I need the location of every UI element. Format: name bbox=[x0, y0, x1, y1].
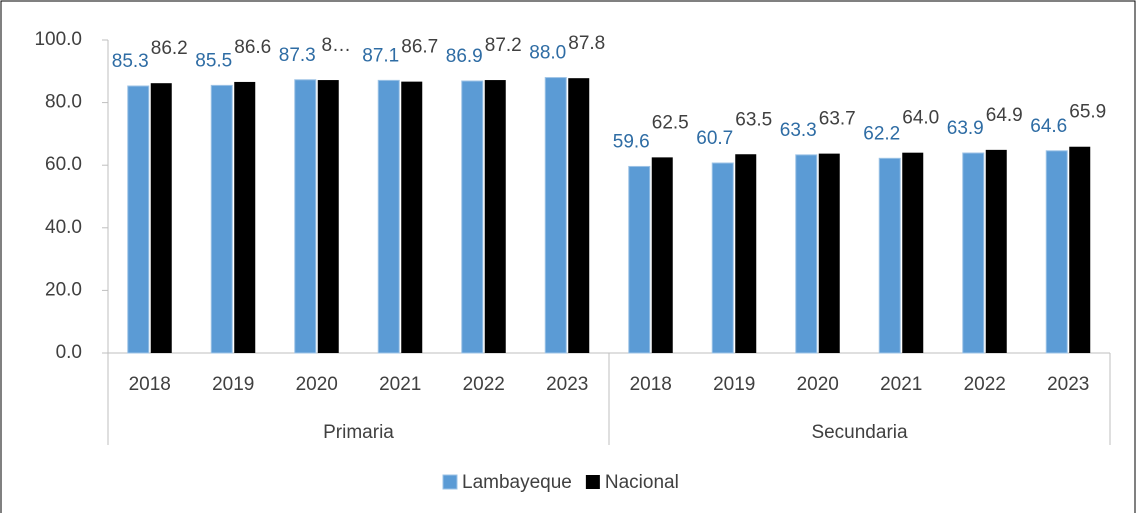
bar bbox=[1069, 146, 1091, 353]
y-tick-label: 0.0 bbox=[56, 342, 82, 363]
bar bbox=[127, 85, 150, 354]
x-tick-label: 2023 bbox=[1047, 374, 1089, 395]
bar bbox=[735, 154, 757, 353]
y-tick-label: 60.0 bbox=[45, 154, 82, 175]
y-tick-label: 100.0 bbox=[34, 29, 82, 50]
data-label: 63.7 bbox=[819, 109, 856, 130]
legend-label: Nacional bbox=[605, 472, 679, 493]
bar bbox=[902, 152, 924, 353]
x-tick-label: 2021 bbox=[880, 374, 922, 395]
bar bbox=[234, 81, 256, 353]
legend-swatch bbox=[442, 474, 458, 490]
data-label: 59.6 bbox=[613, 131, 650, 152]
x-tick-label: 2022 bbox=[463, 374, 505, 395]
bar bbox=[294, 79, 317, 354]
bar bbox=[210, 84, 233, 354]
bar bbox=[377, 79, 400, 354]
data-label: 65.9 bbox=[1069, 102, 1106, 123]
data-label: 64.0 bbox=[902, 108, 939, 129]
legend-swatch bbox=[585, 475, 600, 489]
data-label: 63.3 bbox=[780, 120, 817, 141]
y-tick-label: 80.0 bbox=[45, 92, 82, 113]
x-tick-label: 2022 bbox=[964, 374, 1006, 395]
group-label: Primaria bbox=[323, 422, 394, 443]
data-label: 87.1 bbox=[362, 45, 399, 66]
bar bbox=[818, 153, 840, 353]
bar bbox=[461, 80, 484, 354]
bar bbox=[544, 77, 567, 354]
bar bbox=[985, 149, 1007, 353]
bar bbox=[317, 80, 339, 354]
bar bbox=[150, 83, 172, 353]
data-label: 63.9 bbox=[947, 118, 984, 139]
data-label: 85.3 bbox=[112, 51, 149, 72]
data-label: 62.5 bbox=[652, 112, 689, 133]
data-label: 85.5 bbox=[195, 50, 232, 71]
bar bbox=[711, 162, 734, 354]
group-label: Secundaria bbox=[811, 422, 908, 443]
x-tick-label: 2019 bbox=[713, 374, 755, 395]
bar bbox=[962, 152, 985, 354]
data-label: 86.9 bbox=[446, 46, 483, 67]
data-label: 63.5 bbox=[735, 109, 772, 130]
x-tick-label: 2018 bbox=[129, 374, 171, 395]
x-tick-label: 2020 bbox=[797, 374, 839, 395]
bar bbox=[795, 154, 818, 354]
data-label: 86.6 bbox=[234, 37, 271, 58]
x-tick-label: 2021 bbox=[379, 374, 421, 395]
bar bbox=[628, 165, 651, 354]
bar bbox=[1045, 150, 1068, 354]
data-label: 86.7 bbox=[401, 37, 438, 58]
y-tick-label: 40.0 bbox=[45, 217, 82, 238]
data-label: 87.2 bbox=[485, 35, 522, 56]
bar bbox=[484, 80, 506, 354]
bar bbox=[651, 157, 673, 353]
data-label: 64.9 bbox=[986, 105, 1023, 126]
data-label: 87.3 bbox=[279, 45, 316, 66]
bar bbox=[568, 78, 590, 353]
legend-label: Lambayeque bbox=[462, 472, 572, 493]
x-tick-label: 2019 bbox=[212, 374, 254, 395]
data-label: 64.6 bbox=[1030, 116, 1067, 137]
data-label: 86.2 bbox=[151, 38, 188, 59]
x-tick-label: 2018 bbox=[630, 374, 672, 395]
y-tick-label: 20.0 bbox=[45, 279, 82, 300]
data-label: 62.2 bbox=[863, 123, 900, 144]
data-label: 60.7 bbox=[696, 128, 733, 149]
data-label: 8… bbox=[321, 35, 351, 56]
data-label: 87.8 bbox=[568, 33, 605, 54]
data-label: 88.0 bbox=[529, 43, 566, 64]
bar bbox=[878, 157, 901, 354]
bar bbox=[401, 81, 423, 353]
x-tick-label: 2023 bbox=[546, 374, 588, 395]
x-tick-label: 2020 bbox=[296, 374, 338, 395]
